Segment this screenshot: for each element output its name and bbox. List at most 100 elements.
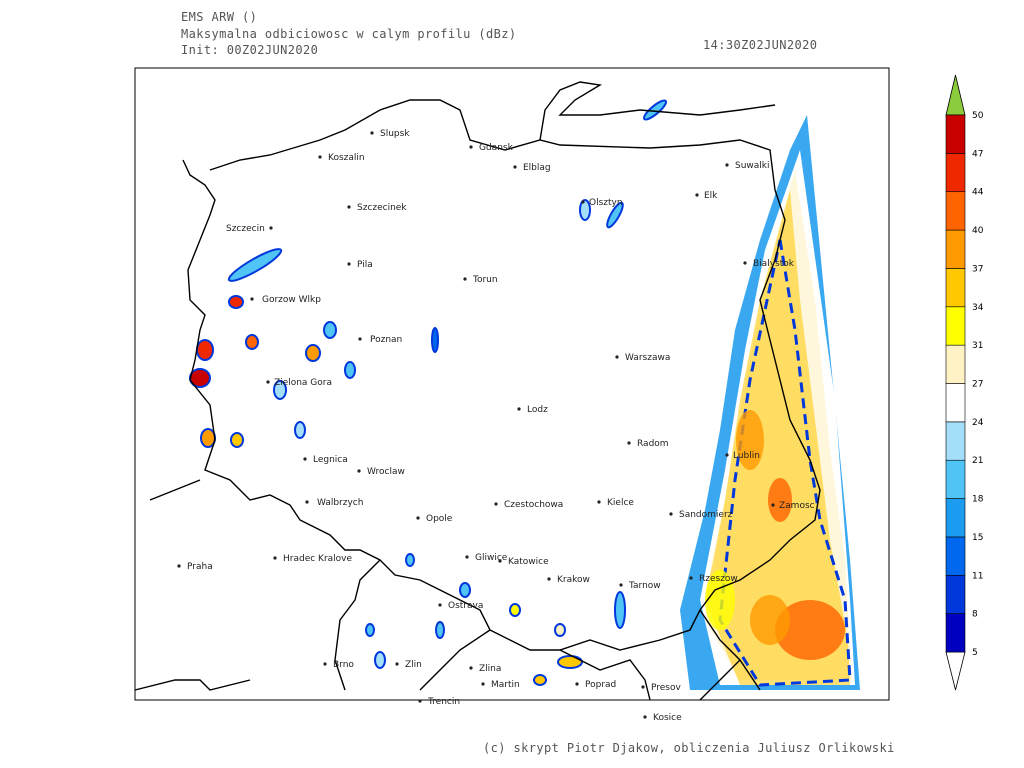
city-label: Kielce — [607, 498, 634, 508]
city-marker — [513, 165, 517, 169]
color-band — [945, 229, 966, 269]
city-marker — [269, 226, 273, 230]
city-label: Martin — [491, 680, 520, 690]
colorbar-tick-label: 18 — [972, 495, 984, 505]
precip-cells — [189, 99, 668, 686]
colorbar-tick-label: 44 — [972, 188, 984, 198]
color-band — [945, 153, 966, 193]
colorbar: 5 8 11 15 18 21 24 27 31 34 37 40 44 47 50 — [945, 74, 984, 691]
map: Slupsk Koszalin Gdansk Elblag Suwalki Olsztyn… — [134, 67, 890, 723]
city-marker — [615, 355, 619, 359]
init-time: Init: 00Z02JUN2020 — [181, 43, 318, 57]
city-marker — [273, 556, 277, 560]
colorbar-tick-label: 47 — [972, 149, 983, 159]
city-marker — [323, 662, 327, 666]
city-label: Czestochowa — [504, 500, 563, 510]
colorbar-over — [945, 74, 966, 116]
city-label: Tarnow — [628, 581, 661, 591]
colorbar-tick-label: 24 — [972, 418, 984, 428]
color-band — [945, 574, 966, 614]
color-band — [945, 421, 966, 461]
city-labels: Slupsk Koszalin Gdansk Elblag Suwalki Olsztyn… — [177, 129, 815, 723]
city-marker — [494, 502, 498, 506]
city-label: Zielona Gora — [274, 378, 332, 388]
city-label: Szczecinek — [357, 203, 407, 213]
color-band — [945, 613, 966, 653]
city-marker — [416, 516, 420, 520]
city-marker — [669, 512, 673, 516]
colorbar-tick-label: 40 — [972, 226, 984, 236]
city-marker — [303, 457, 307, 461]
city-marker — [370, 131, 374, 135]
color-band — [945, 306, 966, 346]
city-marker — [643, 715, 647, 719]
color-band — [945, 536, 966, 576]
city-marker — [357, 469, 361, 473]
city-label: Zamosc — [779, 501, 815, 511]
city-label: Slupsk — [380, 129, 410, 139]
city-label: Zlin — [405, 660, 422, 670]
color-band — [945, 498, 966, 538]
city-marker — [581, 200, 585, 204]
colorbar-tick-label: 11 — [972, 571, 983, 581]
city-marker — [177, 564, 181, 568]
city-label: Rzeszow — [699, 574, 738, 584]
city-label: Brno — [333, 660, 354, 670]
city-label: Poprad — [585, 680, 616, 690]
colorbar-tick-label: 34 — [972, 303, 984, 313]
city-marker — [743, 261, 747, 265]
valid-time: 14:30Z02JUN2020 — [703, 38, 817, 52]
city-label: Warszawa — [625, 353, 670, 363]
city-marker — [597, 500, 601, 504]
colorbar-tick-label: 37 — [972, 264, 983, 274]
map-title: Maksymalna odbiciowosc w calym profilu (… — [181, 27, 516, 41]
city-label: Poznan — [370, 335, 402, 345]
city-label: Kosice — [653, 713, 682, 723]
city-marker — [695, 193, 699, 197]
city-label: Radom — [637, 439, 669, 449]
city-label: Gdansk — [479, 143, 514, 153]
city-label: Hradec Kralove — [283, 554, 352, 564]
city-marker — [498, 559, 502, 563]
city-marker — [627, 441, 631, 445]
city-label: Presov — [651, 683, 682, 693]
city-label: Suwalki — [735, 161, 770, 171]
city-label: Gliwice — [475, 553, 508, 563]
city-label: Pila — [357, 260, 373, 270]
borders — [134, 81, 821, 701]
city-label: Walbrzych — [317, 498, 363, 508]
city-label: Zlina — [479, 664, 501, 674]
colorbar-tick-label: 31 — [972, 341, 983, 351]
city-marker — [517, 407, 521, 411]
city-label: Gorzow Wlkp — [262, 295, 321, 305]
city-label: Praha — [187, 562, 213, 572]
credit: (c) skrypt Piotr Djakow, obliczenia Juli… — [483, 741, 895, 755]
color-band — [945, 459, 966, 499]
city-marker — [463, 277, 467, 281]
city-marker — [418, 699, 422, 703]
city-marker — [469, 145, 473, 149]
city-marker — [465, 555, 469, 559]
city-marker — [771, 503, 775, 507]
colorbar-tick-label: 15 — [972, 533, 983, 543]
city-marker — [347, 205, 351, 209]
colorbar-tick-label: 50 — [972, 111, 984, 121]
city-label: Opole — [426, 514, 453, 524]
city-marker — [641, 685, 645, 689]
city-label: Koszalin — [328, 153, 365, 163]
city-marker — [318, 155, 322, 159]
city-label: Trencin — [427, 697, 460, 707]
city-marker — [358, 337, 362, 341]
city-label: Elk — [704, 191, 718, 201]
city-label: Ostrava — [448, 601, 483, 611]
city-marker — [469, 666, 473, 670]
city-marker — [619, 583, 623, 587]
colorbar-tick-label: 21 — [972, 456, 983, 466]
city-label: Lodz — [527, 405, 548, 415]
city-marker — [689, 576, 693, 580]
model-name: EMS ARW () — [181, 10, 257, 24]
city-label: Torun — [472, 275, 498, 285]
colorbar-tick-label: 27 — [972, 380, 983, 390]
city-marker — [395, 662, 399, 666]
